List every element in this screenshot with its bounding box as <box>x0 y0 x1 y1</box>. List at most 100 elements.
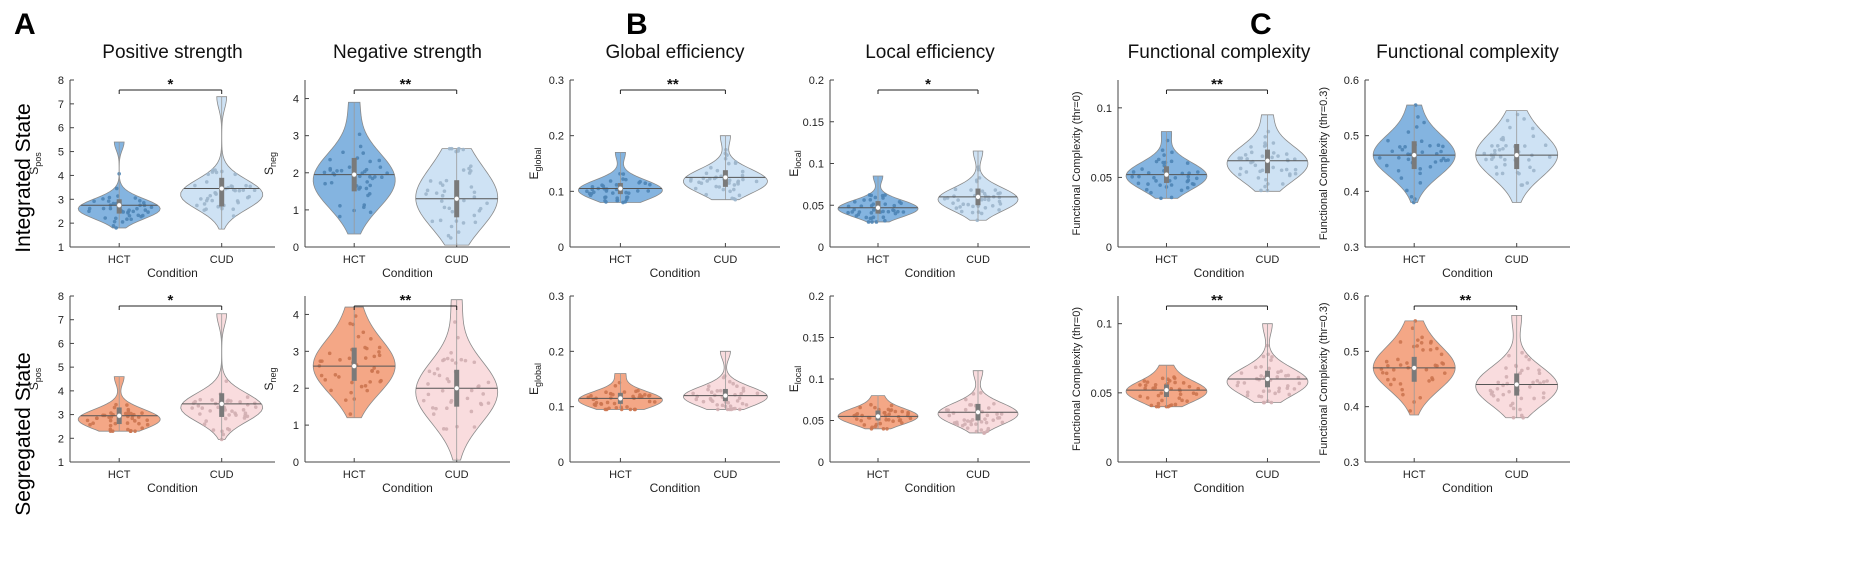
data-point <box>1244 170 1249 174</box>
data-point <box>486 380 491 385</box>
data-point <box>1276 154 1280 158</box>
data-point <box>1138 383 1142 387</box>
y-axis-label-subscript: pos <box>33 367 43 382</box>
data-point <box>87 209 91 214</box>
data-point <box>252 188 257 193</box>
y-axis-label-subscript: neg <box>268 152 278 167</box>
median-dot <box>875 413 881 420</box>
data-point <box>1273 391 1277 396</box>
data-point <box>741 177 745 182</box>
data-point <box>1410 326 1415 331</box>
data-point <box>1279 168 1284 173</box>
data-point <box>1507 353 1511 358</box>
data-point <box>112 219 117 224</box>
data-point <box>190 406 194 410</box>
y-axis-label-subscript: global <box>533 363 543 387</box>
x-axis-label: Condition <box>382 266 433 280</box>
data-point <box>733 161 738 166</box>
y-tick-label: 1 <box>58 242 64 254</box>
y-tick-label: 3 <box>58 410 64 422</box>
y-axis-label-main: E <box>527 172 541 180</box>
x-tick-label-cud: CUD <box>210 254 234 266</box>
data-point <box>1257 394 1261 398</box>
data-point <box>114 226 118 230</box>
y-axis-label: Elocal <box>787 150 803 177</box>
data-point <box>363 356 368 360</box>
data-point <box>636 388 640 393</box>
data-point <box>632 407 637 412</box>
data-point <box>444 427 449 431</box>
data-point <box>714 184 718 189</box>
data-point <box>1267 366 1271 371</box>
data-point <box>897 418 902 423</box>
data-point <box>227 428 232 432</box>
data-point <box>1377 156 1382 160</box>
data-point <box>985 429 989 434</box>
x-axis-label: Condition <box>147 481 198 495</box>
data-point <box>1527 158 1531 162</box>
data-point <box>445 406 449 411</box>
y-tick-label: 3 <box>293 131 299 143</box>
data-point <box>244 183 248 188</box>
data-point <box>886 209 891 214</box>
data-point <box>1501 392 1506 397</box>
data-point <box>1541 395 1546 400</box>
data-point <box>852 199 857 204</box>
data-point <box>852 413 857 418</box>
y-tick-label: 4 <box>58 170 64 182</box>
data-point <box>1422 120 1426 125</box>
median-dot <box>219 401 225 407</box>
data-point <box>233 411 237 415</box>
data-point <box>1160 148 1165 153</box>
data-point <box>337 375 341 379</box>
data-point <box>370 369 374 373</box>
data-point <box>1420 335 1424 340</box>
data-point <box>1149 190 1153 195</box>
data-point <box>135 206 139 211</box>
data-point <box>965 419 970 423</box>
violin-hct <box>577 151 663 205</box>
data-point <box>1416 115 1420 119</box>
data-point <box>126 427 130 432</box>
y-axis-label-subscript: global <box>533 147 543 171</box>
data-point <box>449 400 453 404</box>
data-point <box>322 170 327 175</box>
data-point <box>709 390 714 394</box>
data-point <box>599 401 603 406</box>
data-point <box>1137 174 1141 179</box>
data-point <box>1236 380 1240 385</box>
data-point <box>252 401 257 406</box>
data-point <box>1420 150 1425 154</box>
data-point <box>344 398 348 402</box>
significance-marker: ** <box>1460 292 1472 309</box>
data-point <box>143 208 148 212</box>
data-point <box>738 407 742 412</box>
data-point <box>432 371 437 376</box>
y-tick-label: 0 <box>558 457 564 469</box>
y-axis-label-subscript: pos <box>33 152 43 167</box>
median-dot <box>1513 381 1520 388</box>
data-point <box>991 418 996 422</box>
data-point <box>1287 173 1292 178</box>
chart-C-int-fc0: Functional complexity 0 0.05 0.1 HCT CUD Condi… <box>1071 42 1320 280</box>
data-point <box>1286 373 1291 378</box>
data-point <box>892 208 896 213</box>
data-point <box>129 429 133 433</box>
data-point <box>206 172 211 177</box>
median-dot <box>617 185 624 192</box>
y-tick-label: 3 <box>58 194 64 206</box>
data-point <box>622 390 627 394</box>
median-dot <box>1513 152 1520 158</box>
data-point <box>426 392 431 397</box>
data-point <box>238 400 242 404</box>
chart-A-seg-pos: 1 2 3 4 5 6 7 8 HCT CUD Condition Spos * <box>27 291 275 495</box>
data-point <box>1484 157 1488 162</box>
data-point <box>1194 392 1199 396</box>
data-point <box>951 201 955 205</box>
violin-hct <box>577 373 663 412</box>
panel-letter-b: B <box>626 8 648 41</box>
data-point <box>873 195 878 200</box>
data-point <box>971 204 975 209</box>
x-tick-label-hct: HCT <box>343 469 366 481</box>
data-point <box>705 179 710 183</box>
